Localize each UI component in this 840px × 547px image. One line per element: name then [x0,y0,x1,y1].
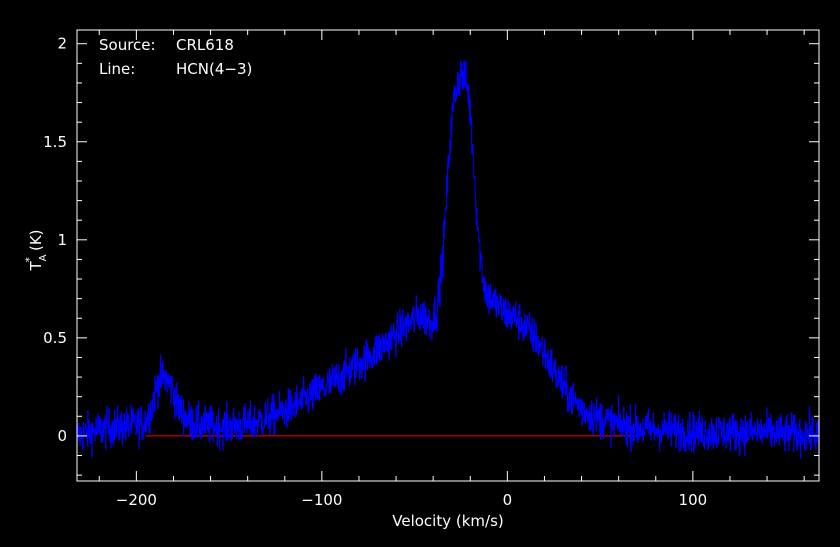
y-axis-label-sup: * [23,257,36,263]
y-tick-label: 0.5 [43,329,67,347]
plot-area [76,60,820,459]
source-value: CRL618 [176,36,234,54]
x-tick-label: −200 [116,491,157,509]
source-label: Source: [99,36,156,54]
y-tick-label: 1 [57,231,67,249]
axis-ticks [77,30,819,481]
x-tick-label: 0 [503,491,513,509]
y-axis-label: TA* (K) [23,229,49,271]
y-tick-label: 2 [57,35,67,53]
y-tick-labels: 0 0.5 1 1.5 2 [43,35,67,445]
svg-text:TA*(K): TA* (K) [23,229,49,271]
plot-frame [76,29,820,482]
y-tick-label: 1.5 [43,133,67,151]
x-tick-label: 100 [679,491,708,509]
y-tick-label: 0 [57,427,67,445]
x-tick-label: −100 [301,491,342,509]
y-axis-label-main: T [27,261,45,272]
x-tick-labels: −200 −100 0 100 [116,491,707,509]
spectrum-line [76,60,820,459]
line-value: HCN(4−3) [176,60,252,78]
y-axis-label-sub: A [38,254,49,261]
y-axis-label-unit: (K) [27,229,45,251]
line-label: Line: [99,60,135,78]
x-axis-label: Velocity (km/s) [392,512,503,530]
